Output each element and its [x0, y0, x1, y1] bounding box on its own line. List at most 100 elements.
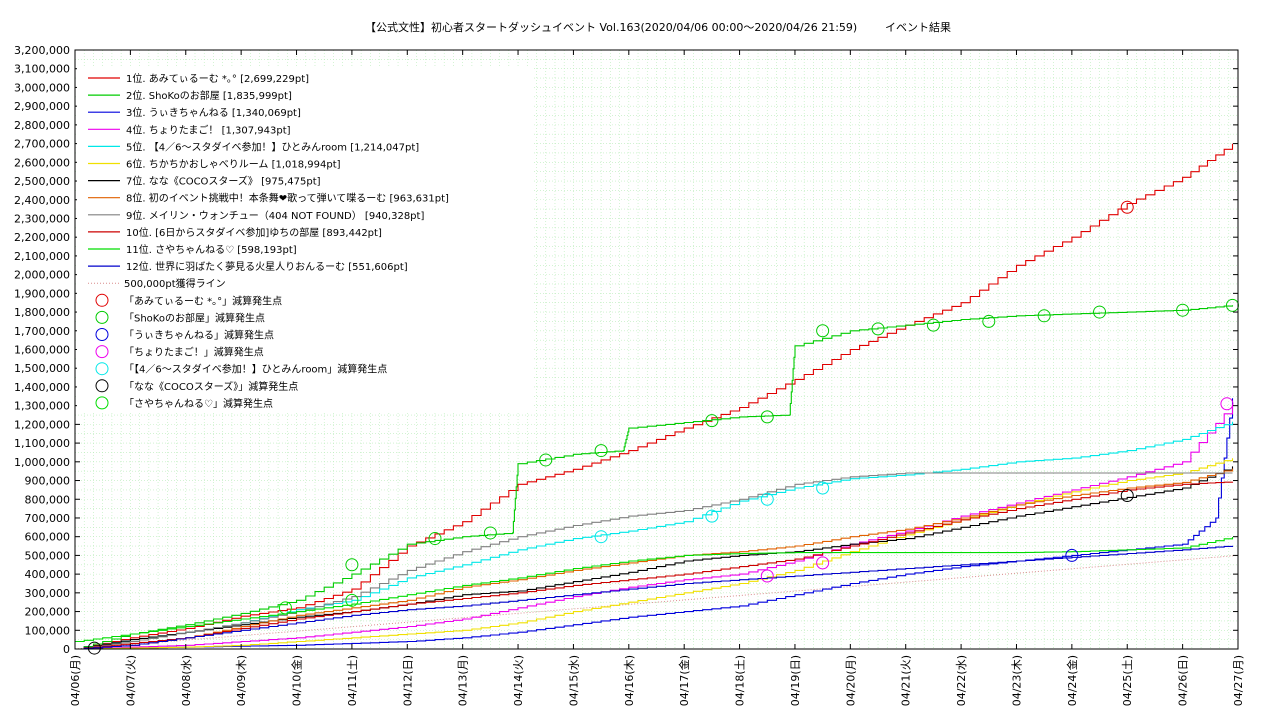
legend-marker [95, 379, 109, 393]
y-tick-label: 2,300,000 [14, 212, 70, 225]
y-tick-label: 400,000 [25, 568, 71, 581]
y-tick-label: 1,200,000 [14, 418, 70, 431]
legend-marker [95, 345, 109, 359]
y-tick-label: 500,000 [25, 549, 71, 562]
penalty-marker-5 [594, 530, 608, 544]
penalty-marker-2 [428, 532, 442, 546]
penalty-marker-2 [483, 526, 497, 540]
legend-label: 「ちょりたまご！」減算発生点 [124, 346, 264, 359]
x-tick-label: 04/16(木) [623, 655, 636, 706]
legend-marker [95, 310, 109, 324]
y-tick-label: 300,000 [25, 587, 71, 600]
x-tick-label: 04/26(日) [1177, 655, 1190, 706]
y-tick-label: 1,600,000 [14, 344, 70, 357]
legend-label: 5位. 【4／6〜スタダイベ参加！】ひとみんroom [1,214,047pt] [126, 140, 419, 153]
y-tick-label: 600,000 [25, 531, 71, 544]
x-tick-label: 04/22(水) [955, 655, 968, 706]
penalty-marker-2 [539, 453, 553, 467]
y-tick-label: 2,200,000 [14, 231, 70, 244]
legend-label: 「さやちゃんねる♡」減算発生点 [124, 397, 273, 410]
y-tick-label: 3,200,000 [14, 44, 70, 57]
series-line-12 [75, 545, 1234, 650]
chart-title: 【公式文性】初心者スタートダッシュイベント Vol.163(2020/04/06… [365, 20, 857, 34]
penalty-marker-3 [1065, 548, 1079, 562]
legend-label: 「ShoKoのお部屋」減算発生点 [124, 311, 265, 324]
penalty-marker-4 [760, 569, 774, 583]
penalty-marker-4 [1220, 397, 1234, 411]
y-tick-label: 2,800,000 [14, 119, 70, 132]
legend-label: 4位. ちょりたまご！ [1,307,943pt] [126, 123, 291, 136]
series-line-1 [75, 143, 1234, 650]
legend-label: 9位. メイリン・ウォンチュー（404 NOT FOUND） [940,328p… [126, 209, 424, 222]
series-line-4 [75, 404, 1234, 650]
x-tick-label: 04/10(金) [290, 655, 304, 706]
x-tick-label: 04/25(土) [1121, 655, 1134, 706]
penalty-marker-2 [760, 410, 774, 424]
penalty-marker-2 [871, 322, 885, 336]
legend-marker [95, 362, 109, 376]
y-tick-label: 3,100,000 [14, 63, 70, 76]
series-line-2 [75, 305, 1234, 650]
x-tick-label: 04/15(水) [567, 655, 580, 706]
penalty-marker-7 [278, 601, 292, 615]
legend-background [77, 67, 532, 412]
x-tick-label: 04/12(日) [401, 655, 414, 706]
y-tick-label: 2,400,000 [14, 194, 70, 207]
y-tick-label: 1,700,000 [14, 325, 70, 338]
penalty-marker-4 [816, 556, 830, 570]
y-tick-label: 2,000,000 [14, 269, 70, 282]
x-tick-label: 04/27(月) [1232, 655, 1245, 706]
legend-label: 「あみてぃるーむ *｡°」減算発生点 [124, 294, 282, 307]
y-tick-label: 1,100,000 [14, 437, 70, 450]
penalty-marker-2 [705, 414, 719, 428]
penalty-marker-2 [926, 318, 940, 332]
reference-line [74, 554, 1239, 650]
legend-label: 12位. 世界に羽ばたく夢見る火星人りおんるーむ [551,606pt] [126, 260, 408, 273]
penalty-marker-layer [87, 200, 1239, 655]
penalty-marker-2 [1176, 303, 1190, 317]
y-tick-label: 1,400,000 [14, 381, 70, 394]
x-tick-label: 04/24(金) [1065, 655, 1079, 706]
x-tick-label: 04/08(水) [180, 655, 193, 706]
series-line-10 [75, 481, 1234, 650]
y-tick-label: 1,800,000 [14, 306, 70, 319]
series-line-3 [75, 398, 1234, 650]
series-line-11 [75, 537, 1234, 643]
x-tick-label: 04/09(木) [235, 655, 248, 706]
penalty-marker-2 [594, 444, 608, 458]
x-tick-label: 04/07(火) [124, 655, 137, 706]
x-tick-label: 04/13(月) [457, 655, 470, 706]
legend-label: 「【4／6〜スタダイベ参加！】ひとみんroom」減算発生点 [124, 363, 387, 376]
legend-label: 3位. うぃきちゃんねる [1,340,069pt] [126, 106, 301, 119]
legend-label: 10位. [6日からスタダイベ参加]ゆちの部屋 [893,442pt] [126, 226, 382, 239]
y-tick-label: 2,600,000 [14, 156, 70, 169]
y-tick-label: 1,300,000 [14, 400, 70, 413]
legend-marker [95, 293, 109, 307]
penalty-marker-2 [982, 314, 996, 328]
y-tick-label: 1,900,000 [14, 287, 70, 300]
legend: 1位. あみてぃるーむ *｡° [2,699,229pt] 2位. ShoKoのお… [77, 67, 532, 412]
x-tick-label: 04/23(木) [1010, 655, 1023, 706]
y-tick-label: 2,500,000 [14, 175, 70, 188]
penalty-marker-7 [345, 593, 359, 607]
legend-label: 「うぃきちゃんねる」減算発生点 [124, 329, 274, 342]
legend-label: 7位. なな《COCOスターズ》 [975,475pt] [126, 175, 321, 188]
x-tick-label: 04/18(土) [734, 655, 747, 706]
x-tick-label: 04/11(土) [346, 655, 359, 706]
penalty-marker-2 [1093, 305, 1107, 319]
legend-label: 11位. さやちゃんねる♡ [598,193pt] [126, 243, 297, 256]
chart-title-suffix: イベント結果 [885, 20, 951, 34]
x-tick-label: 04/21(火) [900, 655, 913, 706]
legend-marker [95, 396, 109, 410]
series-line-6 [75, 458, 1234, 650]
penalty-marker-2 [1037, 309, 1051, 323]
x-tick-label: 04/06(月) [69, 655, 82, 706]
legend-label: 8位. 初のイベント挑戦中！本条舞❤歌って弾いて喋るーむ [963,631pt] [126, 192, 449, 205]
penalty-marker-2 [345, 558, 359, 572]
reference-line-layer [74, 554, 1239, 650]
y-tick-label: 700,000 [25, 512, 71, 525]
penalty-marker-6 [87, 641, 101, 655]
y-tick-label: 1,500,000 [14, 362, 70, 375]
y-tick-label: 200,000 [25, 606, 71, 619]
y-tick-label: 800,000 [25, 493, 71, 506]
